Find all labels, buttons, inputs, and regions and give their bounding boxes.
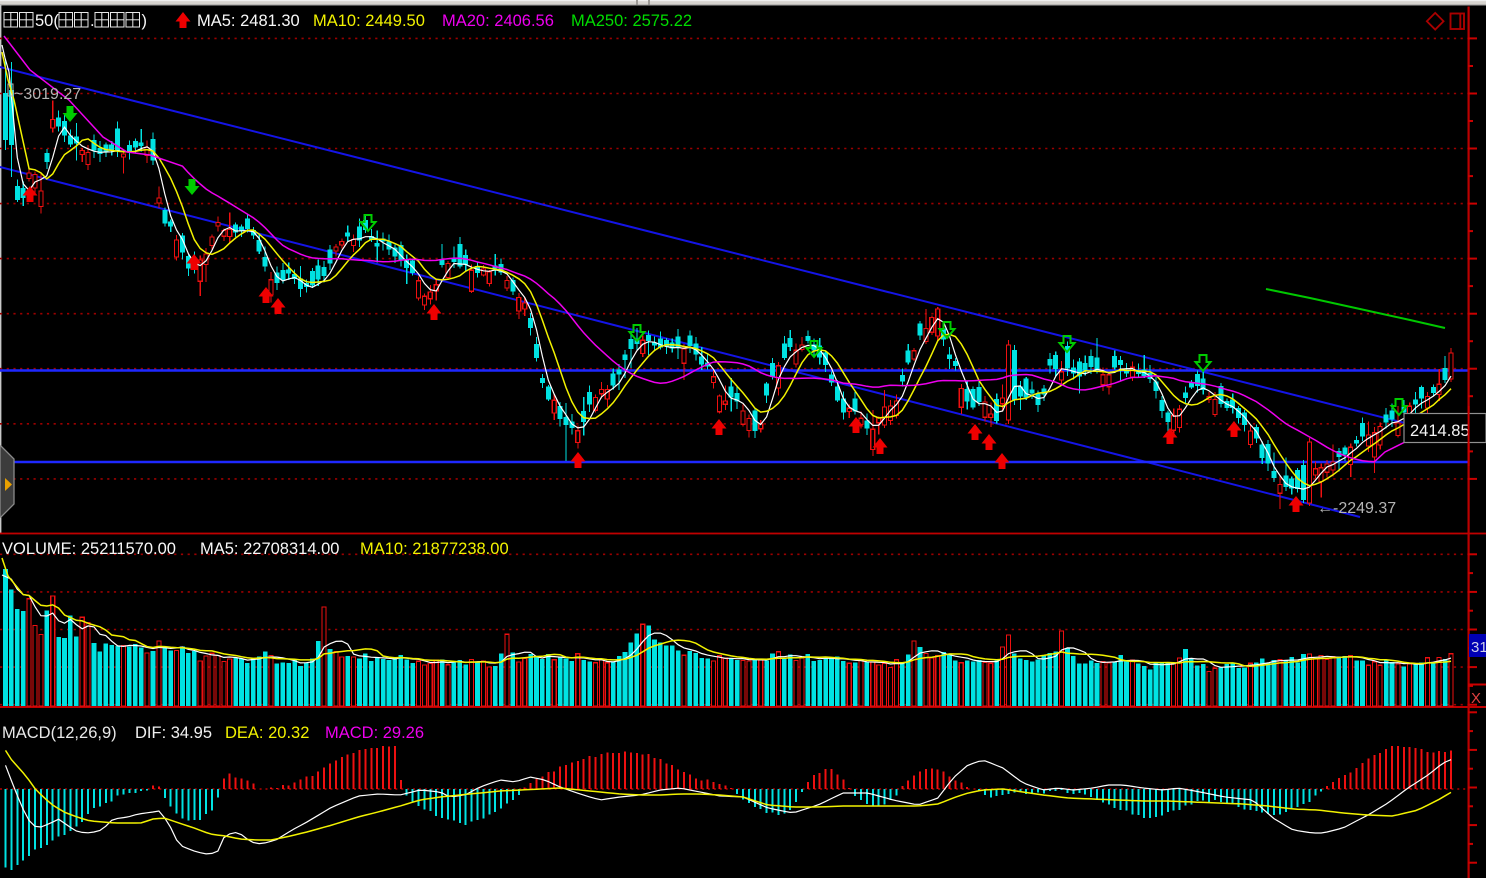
svg-text:MACD(12,26,9): MACD(12,26,9) [2,724,117,742]
svg-text:2414.85: 2414.85 [1410,422,1470,440]
svg-text:MA10: 2449.50: MA10: 2449.50 [313,12,425,30]
svg-text:DEA: 20.32: DEA: 20.32 [225,724,309,742]
svg-text:MA10: 21877238.00: MA10: 21877238.00 [360,540,509,558]
svg-text:.: . [90,12,95,30]
svg-text:DIF: 34.95: DIF: 34.95 [135,724,212,742]
svg-text:←-2249.37: ←-2249.37 [1317,500,1396,517]
svg-text:): ) [142,12,148,30]
svg-text:VOLUME: 25211570.00: VOLUME: 25211570.00 [2,540,176,558]
svg-text:MA5: 2481.30: MA5: 2481.30 [197,12,300,30]
svg-text:MACD: 29.26: MACD: 29.26 [325,724,424,742]
svg-text:MA20: 2406.56: MA20: 2406.56 [442,12,554,30]
svg-text:MA250: 2575.22: MA250: 2575.22 [571,12,692,30]
svg-text:MA5: 22708314.00: MA5: 22708314.00 [200,540,339,558]
svg-text:50(: 50( [35,12,59,30]
svg-text:31: 31 [1471,639,1486,656]
svg-text:X: X [1471,690,1481,707]
svg-text:~3019.27: ~3019.27 [14,86,81,103]
